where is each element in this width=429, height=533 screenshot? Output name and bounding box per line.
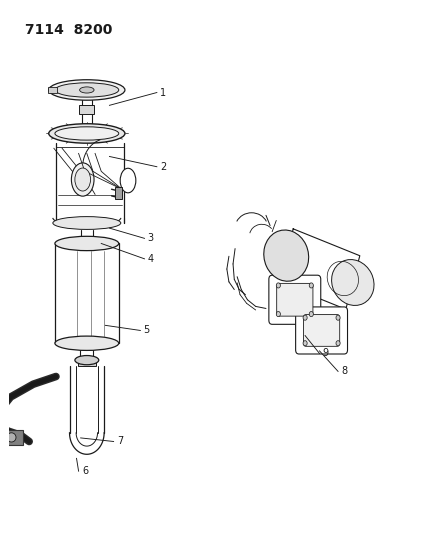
Ellipse shape [7,433,16,442]
Text: 2: 2 [160,161,166,172]
Bar [78,357,96,366]
Text: 7114  8200: 7114 8200 [25,23,112,37]
Text: 1: 1 [160,87,166,98]
FancyBboxPatch shape [277,284,313,316]
Text: 9: 9 [323,349,329,359]
Ellipse shape [303,341,307,346]
Text: 4: 4 [148,254,154,264]
Ellipse shape [336,341,340,346]
Bar [115,187,122,199]
Ellipse shape [55,336,119,350]
Text: 3: 3 [148,233,154,244]
Ellipse shape [75,356,99,365]
Polygon shape [279,229,360,309]
Ellipse shape [55,127,119,140]
Text: 7: 7 [117,437,123,447]
Text: 5: 5 [144,326,150,335]
Ellipse shape [53,216,121,229]
Ellipse shape [264,230,309,281]
FancyBboxPatch shape [296,307,347,354]
Text: 6: 6 [82,466,88,476]
Bar [0,430,23,445]
Ellipse shape [120,168,136,193]
Text: 8: 8 [341,366,347,376]
FancyBboxPatch shape [269,275,321,324]
Bar [79,105,94,114]
Ellipse shape [336,315,340,320]
Ellipse shape [309,311,313,317]
Ellipse shape [75,168,91,191]
Ellipse shape [309,283,313,288]
Ellipse shape [332,260,374,305]
Ellipse shape [49,124,125,143]
Ellipse shape [80,87,94,93]
Ellipse shape [55,236,119,251]
Bar [48,87,57,93]
Ellipse shape [49,80,125,100]
Ellipse shape [276,311,281,317]
Ellipse shape [276,283,281,288]
FancyBboxPatch shape [303,314,340,346]
Ellipse shape [55,83,119,97]
Ellipse shape [71,163,94,196]
Ellipse shape [303,315,307,320]
